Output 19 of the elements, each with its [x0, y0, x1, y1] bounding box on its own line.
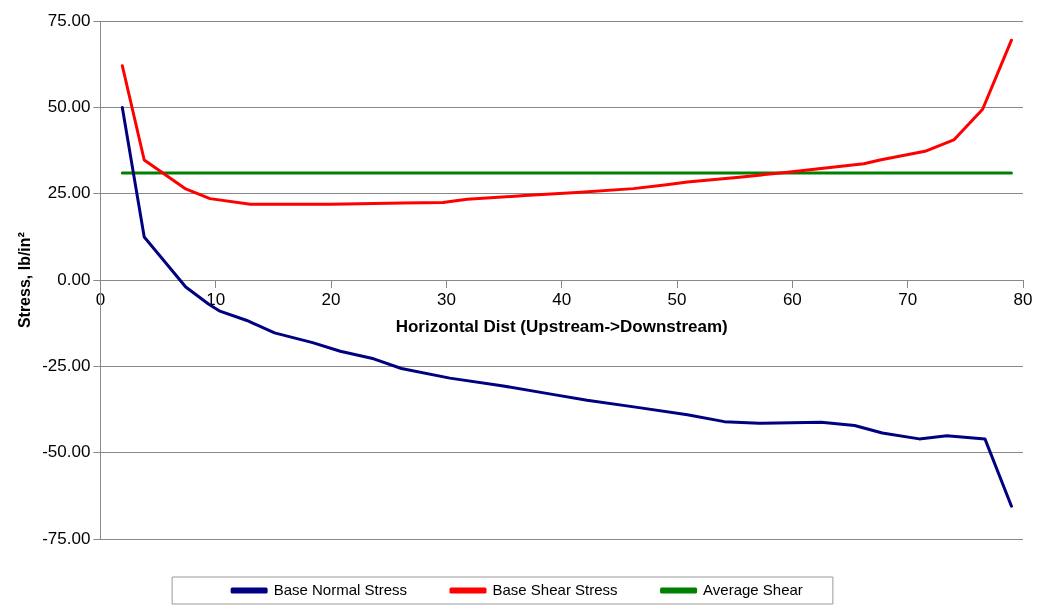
x-tick-label: 60	[782, 289, 802, 309]
y-tick-label: 75.00	[47, 10, 91, 30]
x-tick-label: 40	[552, 289, 572, 309]
x-tick-label: 70	[898, 289, 918, 309]
x-axis-title: Horizontal Dist (Upstream->Downstream)	[395, 317, 728, 337]
x-tick-label: 80	[1013, 289, 1033, 309]
y-tick-label: 25.00	[47, 183, 91, 203]
y-tick-label: -25.00	[42, 356, 91, 376]
y-tick-label: -75.00	[42, 528, 91, 548]
y-axis-title: Stress, lb/in²	[16, 232, 34, 329]
legend-label: Base Normal Stress	[273, 580, 408, 598]
legend-label: Base Shear Stress	[492, 580, 618, 598]
legend-label: Average Shear	[703, 580, 803, 598]
y-tick-label: -50.00	[42, 442, 91, 462]
y-tick-label: 0.00	[57, 269, 91, 289]
y-tick-label: 50.00	[47, 97, 91, 117]
x-tick-label: 50	[667, 289, 687, 309]
x-tick-label: 20	[321, 289, 341, 309]
x-tick-label: 30	[436, 289, 456, 309]
